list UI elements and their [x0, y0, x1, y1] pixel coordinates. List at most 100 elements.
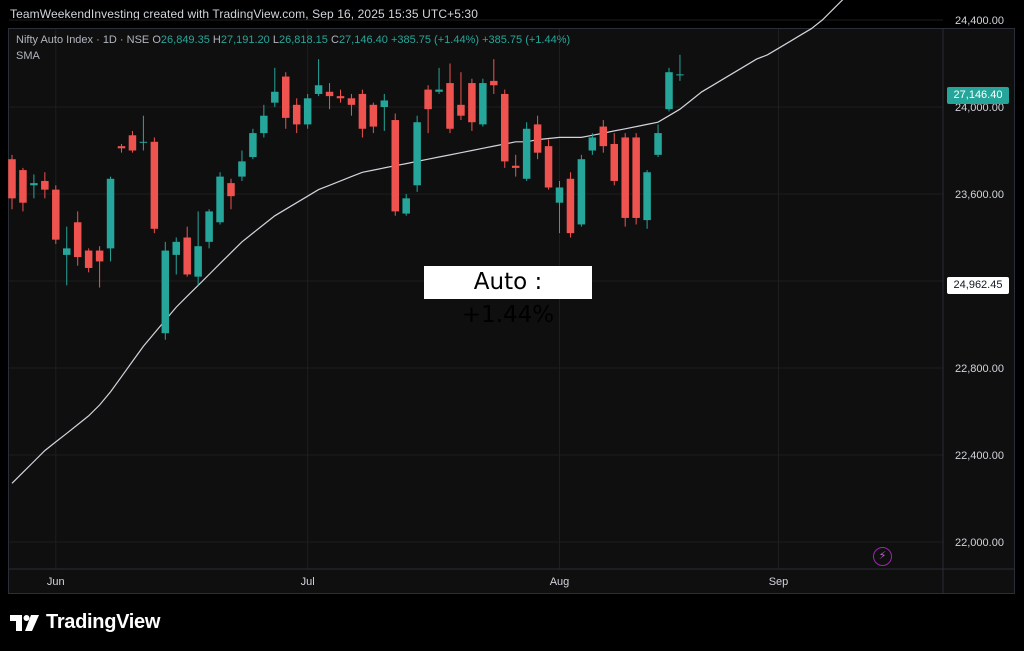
annotation-label: Auto : +1.44% — [424, 266, 592, 328]
candle — [303, 93, 312, 129]
publish-caption: TeamWeekendInvesting created with Tradin… — [10, 7, 478, 21]
ohlc-legend: Nifty Auto Index · 1D · NSE O26,849.35 H… — [16, 34, 570, 46]
y-tick-label: 24,400.00 — [955, 15, 1004, 27]
candle-body — [435, 89, 443, 92]
candle-body — [522, 128, 531, 179]
candle — [183, 226, 191, 277]
candle-body — [391, 120, 399, 212]
candle — [424, 85, 432, 134]
open-value: 26,849.35 — [160, 34, 210, 46]
candle — [369, 102, 378, 134]
candle — [621, 133, 629, 227]
candle — [63, 226, 71, 286]
candle — [511, 154, 520, 177]
symbol-name[interactable]: Nifty Auto Index · 1D · NSE — [16, 34, 150, 46]
close-value: 27,146.40 — [338, 34, 388, 46]
candle — [73, 211, 82, 266]
candle-body — [446, 83, 454, 129]
candle-body — [271, 91, 279, 103]
candle — [227, 178, 235, 210]
candle — [676, 54, 684, 81]
candle-body — [41, 180, 49, 190]
candle-body — [533, 124, 542, 153]
candle-body — [347, 98, 356, 105]
candle-body — [314, 85, 323, 94]
candle-body — [227, 183, 235, 197]
candle — [194, 211, 202, 286]
candle-body — [566, 178, 575, 234]
tradingview-brand[interactable]: TradingView — [10, 611, 160, 634]
candle — [522, 122, 531, 181]
candle — [566, 172, 575, 238]
last-price-tag: 27,146.40 — [947, 87, 1009, 104]
candle-body — [643, 172, 651, 221]
y-tick-label: 22,400.00 — [955, 450, 1004, 462]
candle-body — [555, 187, 564, 203]
candle — [314, 59, 323, 97]
candle — [544, 139, 553, 190]
candle — [106, 176, 115, 262]
candle — [446, 63, 454, 134]
candle — [260, 104, 268, 138]
candle-body — [19, 170, 27, 203]
candle — [216, 172, 224, 225]
x-tick-label: Jun — [47, 576, 65, 588]
candle — [468, 78, 476, 131]
close-label: C — [330, 34, 339, 46]
high-value: 27,191.20 — [220, 34, 270, 46]
y-tick-label: 24,000.00 — [955, 102, 1004, 114]
candle-body — [501, 93, 509, 162]
candle — [599, 120, 608, 153]
candle — [533, 115, 542, 160]
x-tick-label: Aug — [550, 576, 570, 588]
candle — [19, 167, 27, 212]
x-tick-label: Jul — [301, 576, 315, 588]
candle-body — [161, 250, 170, 334]
candle — [457, 72, 465, 121]
flash-icon[interactable]: ⚡ — [873, 547, 892, 566]
candle — [435, 67, 443, 94]
candle-body — [117, 146, 126, 149]
sma-legend[interactable]: SMA — [16, 50, 40, 62]
y-tick-label: 22,800.00 — [955, 363, 1004, 375]
chart-panel[interactable] — [8, 28, 1015, 594]
candle-body — [424, 89, 432, 110]
candle-body — [380, 100, 389, 107]
candles — [8, 54, 684, 340]
candle-body — [73, 222, 82, 258]
candle-body — [292, 104, 301, 125]
x-tick-label: Sep — [769, 576, 789, 588]
candle — [30, 174, 38, 199]
candle — [555, 180, 564, 234]
candle-body — [402, 198, 410, 214]
candle-body — [52, 189, 60, 240]
candle-body — [654, 133, 662, 155]
candle-body — [84, 250, 93, 268]
candle-body — [577, 159, 586, 225]
candle — [128, 130, 137, 153]
open-label: O — [152, 34, 161, 46]
candle — [643, 170, 651, 229]
candle — [84, 248, 93, 273]
candle-body — [128, 135, 137, 151]
candle — [632, 133, 640, 225]
candle — [117, 143, 126, 153]
candle — [271, 67, 279, 107]
candle — [139, 115, 148, 151]
candle-body — [205, 211, 213, 242]
candle-body — [479, 83, 487, 125]
candle-body — [588, 137, 597, 151]
candle-body — [194, 246, 202, 277]
candle-body — [544, 146, 553, 188]
grid — [9, 19, 943, 569]
candle-body — [511, 165, 520, 168]
candle — [172, 237, 180, 275]
sma-line — [11, 0, 844, 484]
candle — [413, 115, 421, 192]
candle — [95, 246, 104, 288]
candle-body — [260, 115, 268, 134]
candle — [588, 133, 597, 155]
candle — [249, 128, 257, 160]
